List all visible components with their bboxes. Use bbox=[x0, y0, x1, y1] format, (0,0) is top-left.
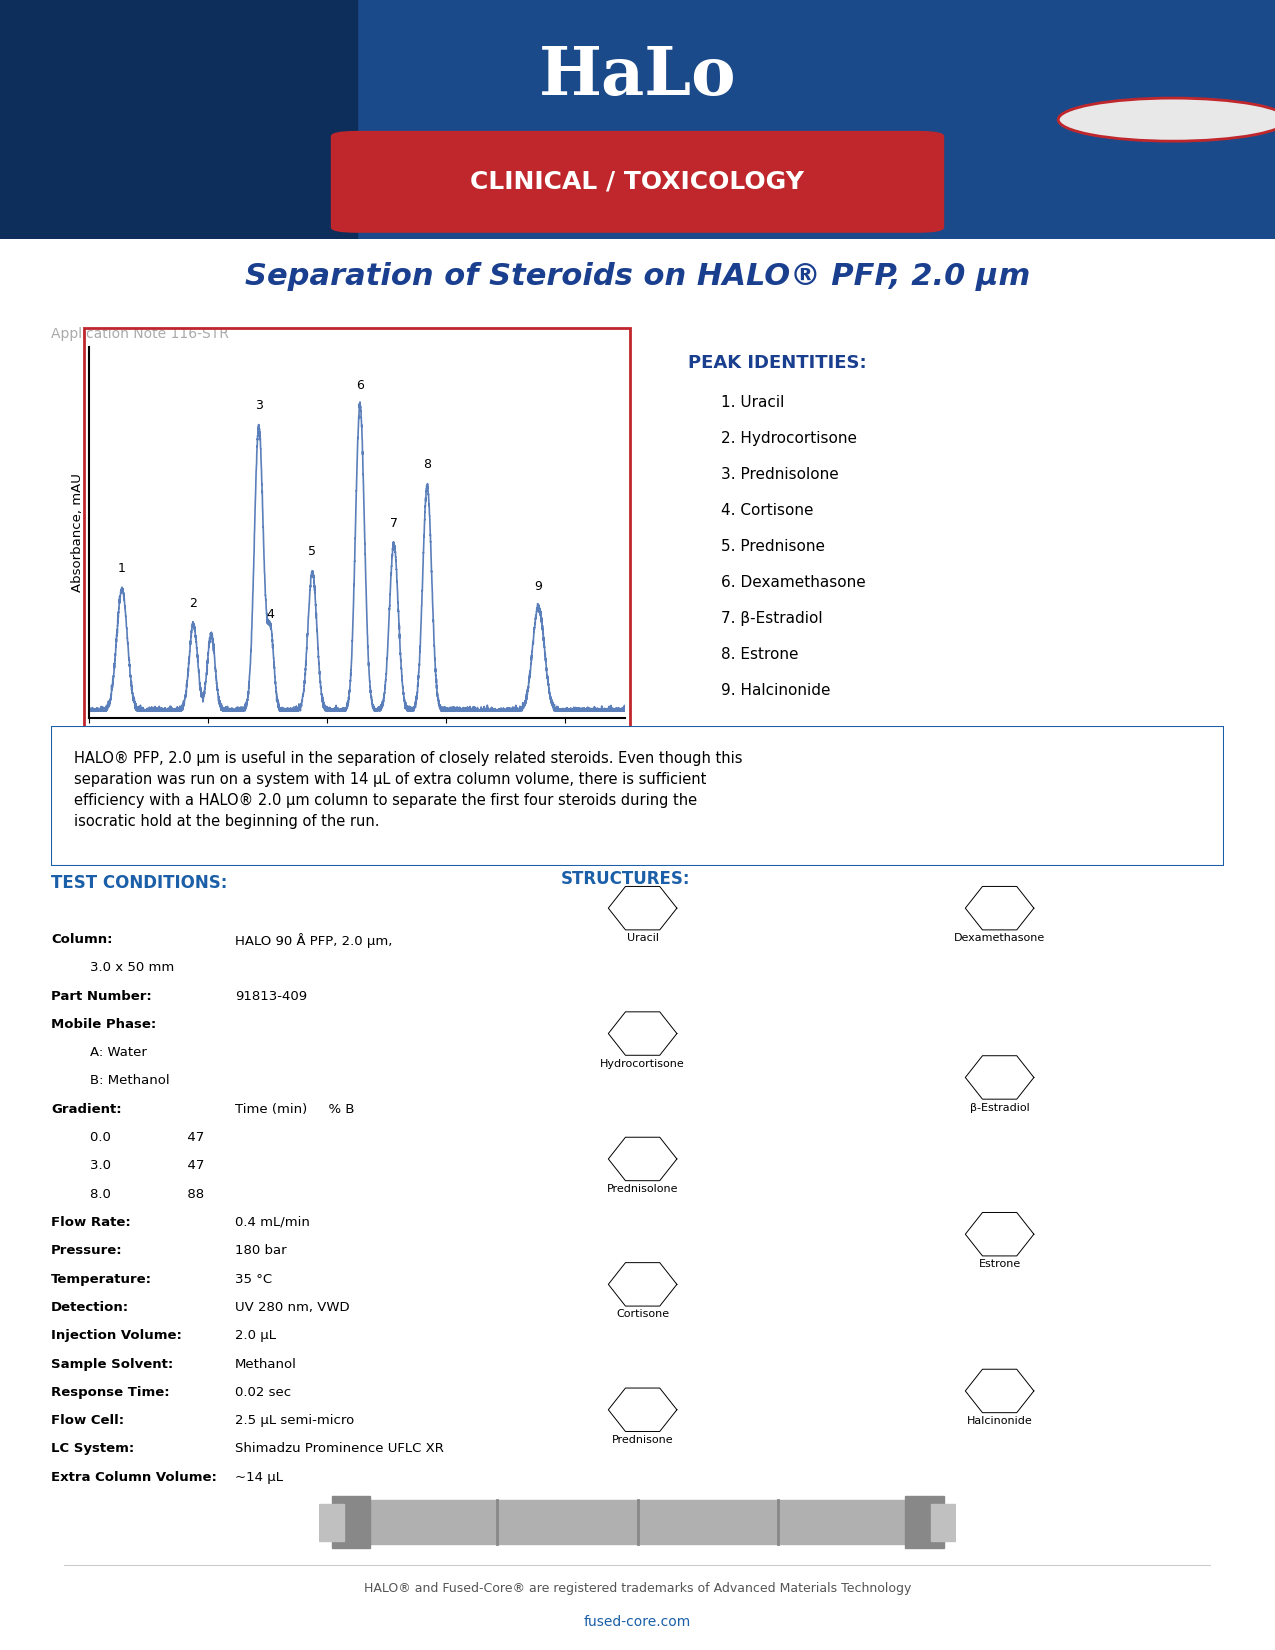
Text: 3.0 x 50 mm: 3.0 x 50 mm bbox=[89, 962, 173, 973]
Text: Prednisolone: Prednisolone bbox=[607, 1185, 678, 1195]
Bar bbox=[0, 0, 357, 239]
Text: 7. β-Estradiol: 7. β-Estradiol bbox=[720, 610, 822, 625]
Text: 0.02 sec: 0.02 sec bbox=[235, 1386, 291, 1399]
Text: Estrone: Estrone bbox=[978, 1259, 1021, 1269]
Text: B: Methanol: B: Methanol bbox=[89, 1074, 170, 1087]
Text: 9: 9 bbox=[534, 579, 542, 592]
Text: 2. Hydrocortisone: 2. Hydrocortisone bbox=[720, 431, 857, 446]
Text: A: Water: A: Water bbox=[89, 1046, 147, 1059]
FancyBboxPatch shape bbox=[332, 132, 944, 233]
Bar bbox=[319, 1503, 344, 1541]
Text: 8. Estrone: 8. Estrone bbox=[720, 647, 798, 662]
Text: 5: 5 bbox=[309, 544, 316, 558]
Text: Sample Solvent:: Sample Solvent: bbox=[51, 1358, 173, 1371]
Text: HaLo: HaLo bbox=[539, 45, 736, 109]
Text: 2.0 μL: 2.0 μL bbox=[235, 1330, 277, 1341]
Text: UV 280 nm, VWD: UV 280 nm, VWD bbox=[235, 1300, 349, 1313]
Text: 3. Prednisolone: 3. Prednisolone bbox=[720, 467, 839, 482]
Text: Separation of Steroids on HALO® PFP, 2.0 μm: Separation of Steroids on HALO® PFP, 2.0… bbox=[245, 262, 1030, 290]
Text: 8: 8 bbox=[423, 459, 431, 472]
Bar bbox=[351, 1500, 924, 1544]
Text: 9. Halcinonide: 9. Halcinonide bbox=[720, 683, 830, 698]
Text: 0.4 mL/min: 0.4 mL/min bbox=[235, 1216, 310, 1229]
Text: Gradient:: Gradient: bbox=[51, 1102, 121, 1115]
Text: 2: 2 bbox=[190, 597, 198, 610]
Text: Flow Cell:: Flow Cell: bbox=[51, 1414, 124, 1427]
Text: fused-core.com: fused-core.com bbox=[584, 1615, 691, 1629]
Text: HALO 90 Å PFP, 2.0 μm,: HALO 90 Å PFP, 2.0 μm, bbox=[235, 932, 393, 947]
Bar bbox=[905, 1497, 944, 1548]
Text: Injection Volume:: Injection Volume: bbox=[51, 1330, 182, 1341]
Text: Detection:: Detection: bbox=[51, 1300, 129, 1313]
Text: Response Time:: Response Time: bbox=[51, 1386, 170, 1399]
Text: β-Estradiol: β-Estradiol bbox=[970, 1102, 1029, 1112]
Text: CLINICAL / TOXICOLOGY: CLINICAL / TOXICOLOGY bbox=[470, 170, 805, 193]
Text: 5. Prednisone: 5. Prednisone bbox=[720, 540, 825, 554]
Text: LC System:: LC System: bbox=[51, 1442, 134, 1455]
Text: HALO® PFP, 2.0 μm is useful in the separation of closely related steroids. Even : HALO® PFP, 2.0 μm is useful in the separ… bbox=[74, 751, 743, 830]
Text: 1: 1 bbox=[119, 563, 126, 576]
Text: 35 °C: 35 °C bbox=[235, 1272, 273, 1285]
Text: Halcinonide: Halcinonide bbox=[966, 1416, 1033, 1426]
Text: HALO® and Fused-Core® are registered trademarks of Advanced Materials Technology: HALO® and Fused-Core® are registered tra… bbox=[363, 1582, 912, 1596]
Text: 0.0                  47: 0.0 47 bbox=[89, 1130, 204, 1143]
Text: 6: 6 bbox=[356, 378, 363, 391]
Text: Temperature:: Temperature: bbox=[51, 1272, 152, 1285]
Text: Prednisone: Prednisone bbox=[612, 1436, 673, 1445]
Text: Flow Rate:: Flow Rate: bbox=[51, 1216, 131, 1229]
Text: ~14 μL: ~14 μL bbox=[235, 1470, 283, 1483]
Text: Application Note 116-STR: Application Note 116-STR bbox=[51, 327, 229, 342]
Text: Dexamethasone: Dexamethasone bbox=[954, 934, 1046, 944]
Text: PEAK IDENTITIES:: PEAK IDENTITIES: bbox=[688, 355, 867, 371]
Text: Cortisone: Cortisone bbox=[616, 1310, 669, 1320]
Text: 4. Cortisone: 4. Cortisone bbox=[720, 503, 813, 518]
Text: 3: 3 bbox=[255, 399, 263, 412]
Bar bbox=[332, 1497, 370, 1548]
Text: 2.5 μL semi-micro: 2.5 μL semi-micro bbox=[235, 1414, 354, 1427]
Y-axis label: Absorbance, mAU: Absorbance, mAU bbox=[70, 472, 84, 592]
Text: TEST CONDITIONS:: TEST CONDITIONS: bbox=[51, 874, 227, 893]
Text: Extra Column Volume:: Extra Column Volume: bbox=[51, 1470, 217, 1483]
FancyBboxPatch shape bbox=[51, 726, 1224, 866]
Text: Part Number:: Part Number: bbox=[51, 990, 152, 1003]
Text: Mobile Phase:: Mobile Phase: bbox=[51, 1018, 157, 1031]
Text: Pressure:: Pressure: bbox=[51, 1244, 122, 1257]
Text: 8.0                  88: 8.0 88 bbox=[89, 1188, 204, 1201]
Text: 180 bar: 180 bar bbox=[235, 1244, 287, 1257]
Text: 7: 7 bbox=[390, 518, 398, 530]
Text: 3.0                  47: 3.0 47 bbox=[89, 1160, 204, 1173]
Text: Time (min)     % B: Time (min) % B bbox=[235, 1102, 354, 1115]
Text: 91813-409: 91813-409 bbox=[235, 990, 307, 1003]
Text: Uracil: Uracil bbox=[626, 934, 659, 944]
Text: Methanol: Methanol bbox=[235, 1358, 297, 1371]
Text: 1. Uracil: 1. Uracil bbox=[720, 394, 784, 409]
Text: Hydrocortisone: Hydrocortisone bbox=[601, 1059, 685, 1069]
Text: STRUCTURES:: STRUCTURES: bbox=[561, 870, 691, 888]
Text: 6. Dexamethasone: 6. Dexamethasone bbox=[720, 574, 866, 589]
Text: Shimadzu Prominence UFLC XR: Shimadzu Prominence UFLC XR bbox=[235, 1442, 444, 1455]
Text: 4: 4 bbox=[266, 607, 274, 620]
Circle shape bbox=[1058, 97, 1275, 142]
X-axis label: Time, min: Time, min bbox=[323, 746, 391, 761]
Bar bbox=[931, 1503, 956, 1541]
Text: Column:: Column: bbox=[51, 932, 112, 945]
